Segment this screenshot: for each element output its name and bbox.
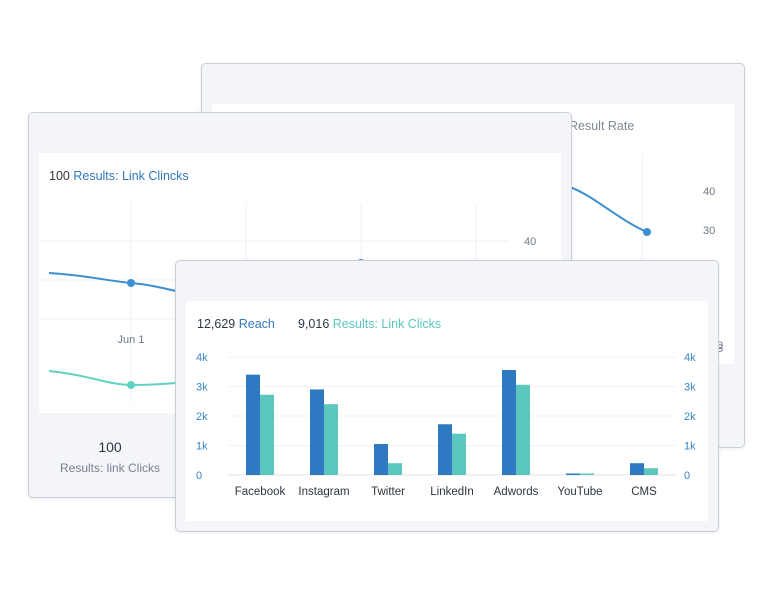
data-point bbox=[127, 381, 135, 389]
y-tick-label-right: 1k bbox=[684, 441, 696, 453]
y-tick-label-right: 0 bbox=[684, 470, 690, 482]
y-tick-label-right: 2k bbox=[684, 411, 696, 423]
footer-label: Results: link Clicks bbox=[59, 461, 161, 475]
y-tick-label: 0 bbox=[717, 340, 724, 352]
reach-clicks-card: 12,629 Reach 9,016 Results: Link Clicks … bbox=[175, 260, 719, 532]
category-label: CMS bbox=[631, 486, 657, 498]
category-label: Adwords bbox=[494, 486, 539, 498]
result-rate-title: Result Rate bbox=[569, 119, 635, 133]
y-tick-label: 30 bbox=[703, 225, 715, 237]
data-point bbox=[127, 279, 135, 287]
y-tick-label: 0 bbox=[196, 470, 202, 482]
category-label: Instagram bbox=[298, 486, 349, 498]
clicks-legend: 9,016 Results: Link Clicks bbox=[298, 317, 441, 331]
clicks-bar bbox=[388, 463, 402, 475]
reach-clicks-panel: 12,629 Reach 9,016 Results: Link Clicks … bbox=[186, 301, 708, 521]
clicks-bar bbox=[644, 468, 658, 475]
clicks-label: Results: Link Clicks bbox=[332, 317, 442, 331]
reach-clicks-bar-chart: 0 0 1k 1k 2k 2k 3k 3k 4k 4k Facebook Instagram Twitt… bbox=[196, 352, 696, 498]
category-label: Facebook bbox=[235, 486, 286, 498]
y-tick-label: 40 bbox=[524, 236, 536, 248]
y-tick-label-right: 4k bbox=[684, 352, 696, 364]
clicks-bar bbox=[580, 473, 594, 475]
reach-bar bbox=[438, 424, 452, 475]
clicks-bar bbox=[324, 404, 338, 475]
reach-bar bbox=[310, 389, 324, 475]
y-tick-label: 4k bbox=[196, 352, 208, 364]
y-tick-label: 2k bbox=[196, 411, 208, 423]
header-label: Results: Link Clincks bbox=[73, 169, 189, 183]
category-label: YouTube bbox=[557, 486, 602, 498]
reach-bar bbox=[502, 369, 516, 475]
reach-label: Reach bbox=[238, 317, 275, 331]
y-tick-label: 1k bbox=[196, 441, 208, 453]
data-point bbox=[643, 228, 651, 236]
clicks-bar bbox=[260, 394, 274, 475]
category-label: LinkedIn bbox=[430, 486, 473, 498]
x-tick-label: Jun 1 bbox=[118, 334, 145, 346]
link-clicks-header: 100 Results: Link Clincks bbox=[49, 169, 189, 183]
clicks-value: 9,016 bbox=[298, 317, 330, 331]
y-tick-label: 40 bbox=[703, 186, 715, 198]
rate-line bbox=[566, 185, 648, 233]
clicks-bar bbox=[452, 433, 466, 475]
reach-bar bbox=[374, 444, 388, 475]
y-tick-label: 5 bbox=[717, 343, 723, 355]
clicks-bar bbox=[516, 384, 530, 475]
reach-value: 12,629 bbox=[197, 317, 236, 331]
y-tick-label: 3k bbox=[196, 382, 208, 394]
reach-bar bbox=[246, 374, 260, 475]
footer-stat: 100 Results: link Clicks bbox=[29, 439, 191, 475]
header-count: 100 bbox=[49, 169, 70, 183]
footer-value: 100 bbox=[98, 439, 122, 455]
reach-bar bbox=[566, 473, 580, 475]
category-label: Twitter bbox=[371, 486, 405, 498]
reach-bar bbox=[630, 463, 644, 475]
y-tick-label-right: 3k bbox=[684, 382, 696, 394]
clicks-line bbox=[48, 370, 190, 387]
reach-legend: 12,629 Reach bbox=[197, 317, 275, 331]
